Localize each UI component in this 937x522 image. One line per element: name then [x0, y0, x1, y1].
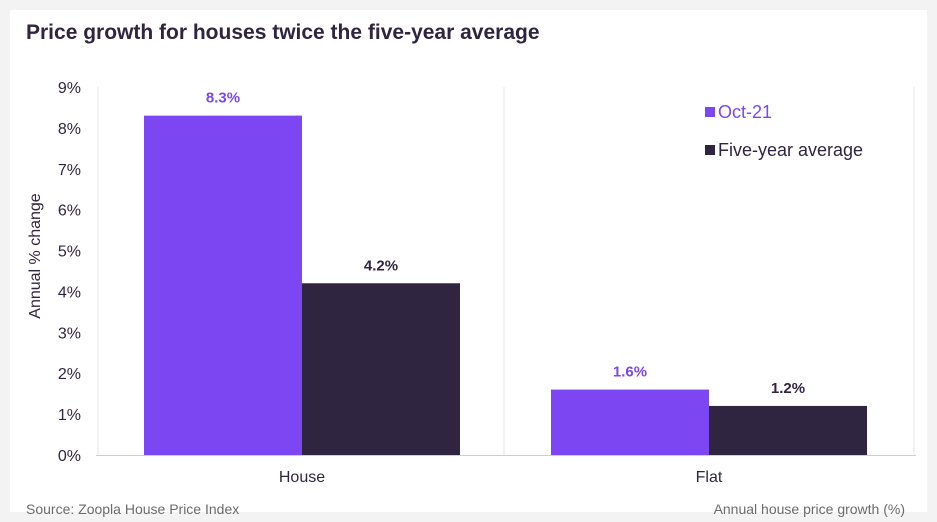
y-tick-label: 1%: [58, 407, 81, 424]
y-axis-title: Annual % change: [27, 193, 44, 319]
legend-label: Five-year average: [718, 140, 863, 160]
legend-swatch: [705, 107, 715, 117]
bar-house-current: [144, 115, 302, 455]
bar-chart: 0% 1% 2% 3% 4% 5% 6% 7% 8% 9% Annual % change 8.3% 4…: [27, 80, 916, 486]
y-tick-label: 5%: [58, 244, 81, 261]
y-tick-label: 8%: [58, 121, 81, 138]
bar-house-average: [302, 283, 460, 455]
chart-title: Price growth for houses twice the five-y…: [26, 21, 540, 44]
bar-value-label: 1.6%: [613, 364, 647, 381]
chart-card: Price growth for houses twice the five-y…: [10, 10, 927, 517]
bar-value-label: 1.2%: [771, 380, 805, 397]
source-note: Source: Zoopla House Price Index: [26, 501, 240, 517]
bar-flat-current: [551, 389, 709, 455]
y-tick-label: 3%: [58, 325, 81, 342]
y-tick-label: 0%: [58, 448, 81, 465]
bar-value-label: 8.3%: [206, 90, 240, 107]
x-category-label: Flat: [696, 469, 723, 486]
bar-value-label: 4.2%: [364, 257, 398, 274]
chart-note: Annual house price growth (%): [713, 501, 905, 517]
y-tick-label: 7%: [58, 162, 81, 179]
legend-swatch: [705, 145, 715, 155]
y-tick-label: 9%: [58, 80, 81, 97]
legend-label: Oct-21: [718, 102, 772, 122]
y-tick-label: 4%: [58, 284, 81, 301]
bar-flat-average: [709, 405, 867, 455]
y-tick-label: 6%: [58, 203, 81, 220]
y-tick-label: 2%: [58, 366, 81, 383]
x-category-label: House: [279, 469, 325, 486]
